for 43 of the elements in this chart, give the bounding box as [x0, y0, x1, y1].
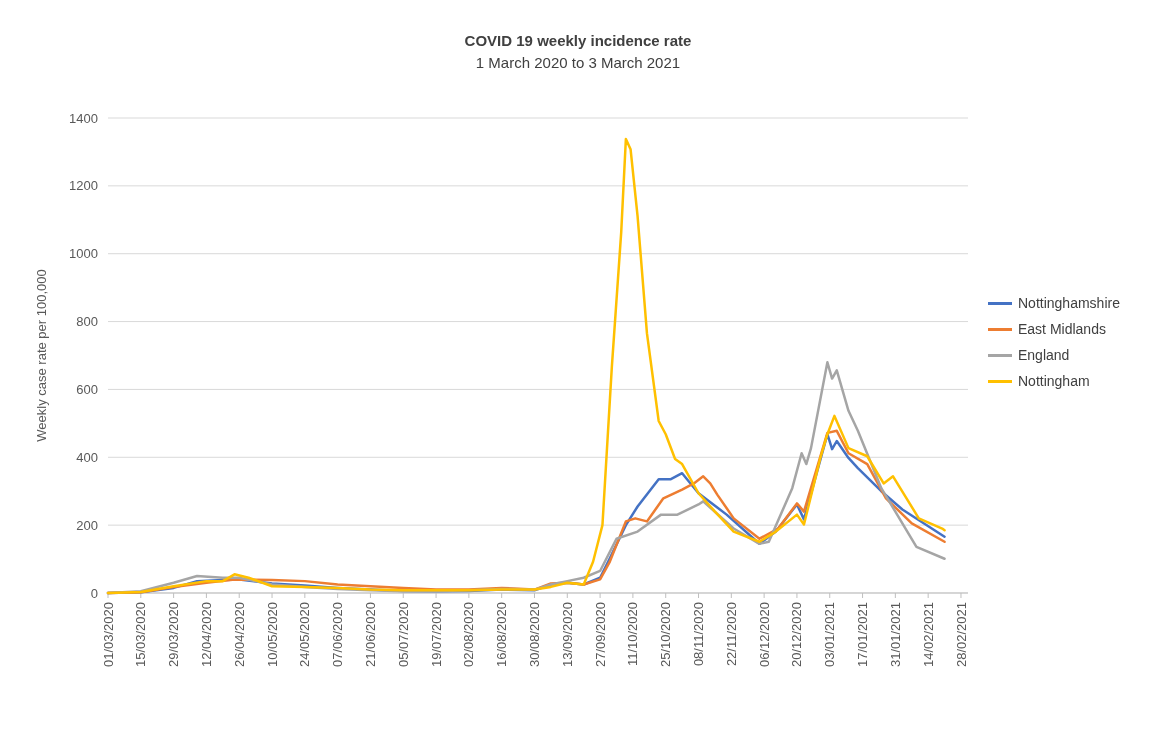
x-tick-label: 24/05/2020: [297, 602, 313, 668]
x-tick-label: 15/03/2020: [133, 602, 149, 668]
x-tick-label: 07/06/2020: [330, 602, 346, 668]
y-tick-label: 600: [76, 381, 98, 397]
legend-label: Nottingham: [1018, 373, 1090, 390]
legend-label: Nottinghamshire: [1018, 295, 1121, 312]
x-tick-label: 20/12/2020: [789, 602, 805, 668]
x-tick-label: 30/08/2020: [527, 602, 543, 668]
x-tick-label: 13/09/2020: [559, 602, 575, 668]
x-tick-label: 27/09/2020: [592, 602, 608, 668]
x-tick-label: 25/10/2020: [658, 602, 674, 668]
y-tick-label: 1400: [69, 110, 98, 126]
y-tick-label: 0: [90, 585, 98, 601]
chart-title: COVID 19 weekly incidence rate: [464, 32, 692, 49]
y-tick-label: 1000: [69, 246, 98, 262]
x-tick-label: 29/03/2020: [166, 602, 182, 668]
x-tick-label: 12/04/2020: [198, 602, 214, 668]
x-tick-label: 10/05/2020: [264, 602, 280, 668]
y-tick-label: 800: [76, 314, 98, 330]
x-tick-label: 28/02/2021: [953, 602, 969, 668]
y-tick-label: 200: [76, 517, 98, 533]
x-tick-label: 06/12/2020: [756, 602, 772, 668]
x-tick-label: 22/11/2020: [723, 602, 739, 667]
x-tick-label: 02/08/2020: [461, 602, 477, 668]
x-tick-label: 01/03/2020: [100, 602, 116, 668]
y-axis-title: Weekly case rate per 100,000: [34, 269, 49, 442]
x-tick-label: 17/01/2021: [855, 602, 871, 668]
x-tick-label: 14/02/2021: [920, 602, 936, 668]
x-tick-label: 11/10/2020: [625, 602, 641, 667]
x-tick-label: 08/11/2020: [691, 602, 707, 667]
chart-subtitle: 1 March 2020 to 3 March 2021: [475, 54, 681, 71]
x-tick-label: 26/04/2020: [231, 602, 247, 668]
x-tick-label: 16/08/2020: [494, 602, 510, 668]
x-tick-label: 05/07/2020: [395, 602, 411, 668]
y-tick-label: 1200: [69, 178, 98, 194]
line-series: [106, 137, 946, 595]
legend-label: East Midlands: [1018, 321, 1106, 338]
y-tick-label: 400: [76, 449, 98, 465]
x-tick-label: 03/01/2021: [822, 602, 838, 668]
x-tick-label: 21/06/2020: [363, 602, 378, 668]
x-tick-label: 31/01/2021: [887, 602, 903, 668]
x-tick-label: 19/07/2020: [428, 602, 444, 668]
legend-label: England: [1018, 347, 1070, 364]
